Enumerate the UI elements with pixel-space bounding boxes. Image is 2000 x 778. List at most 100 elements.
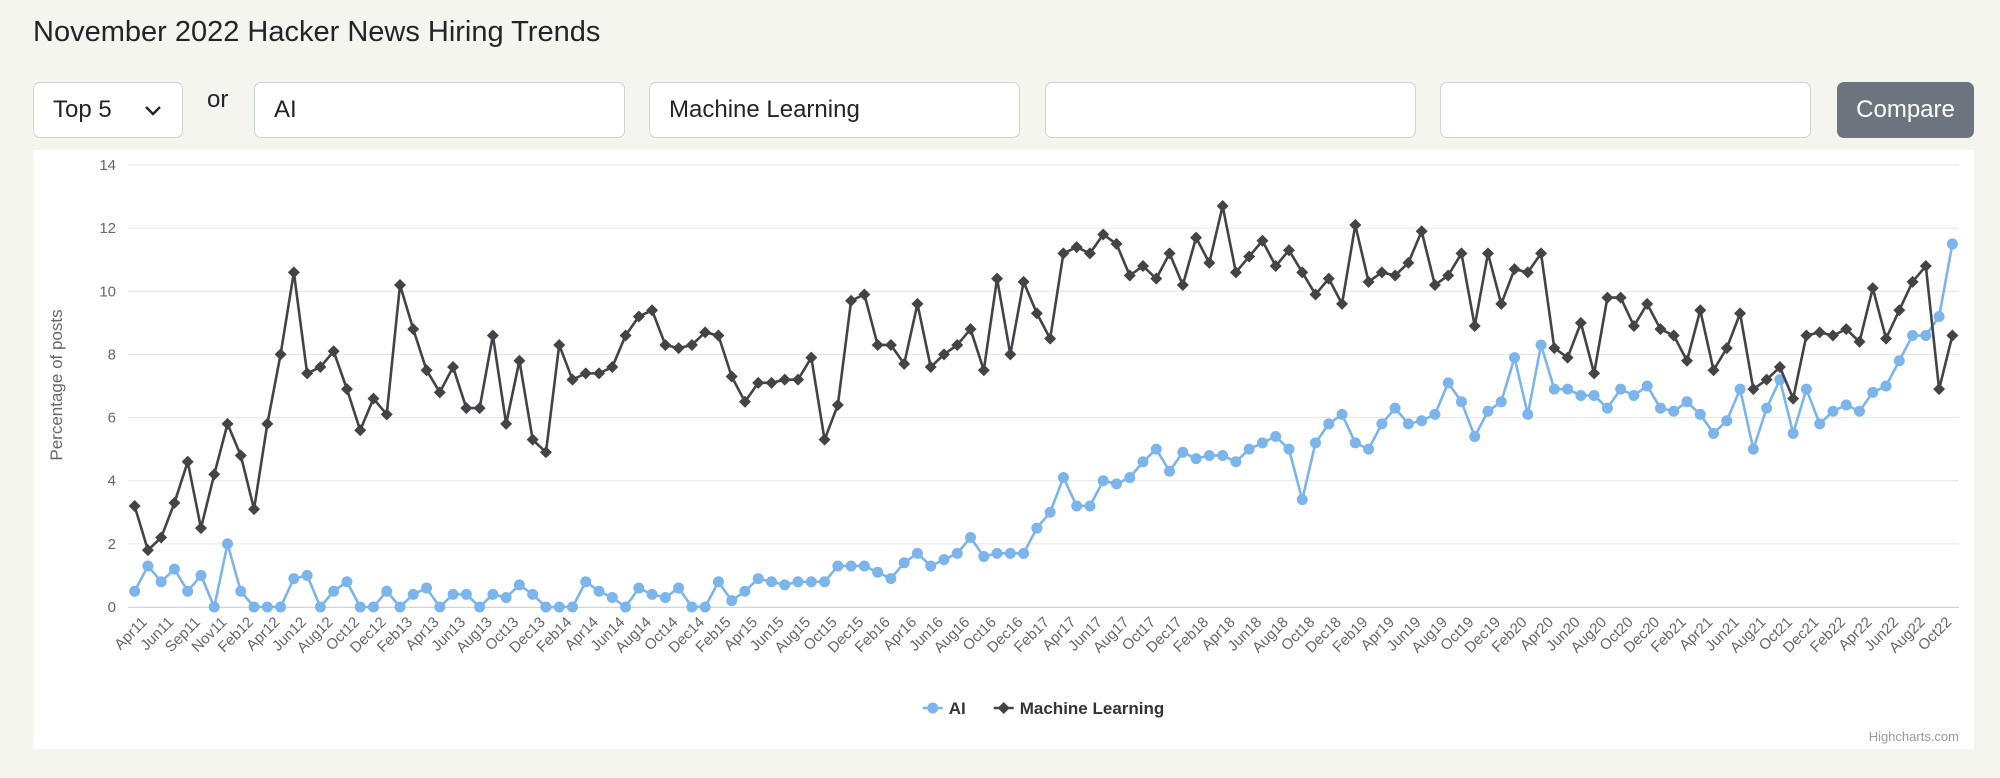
data-point: [739, 585, 751, 597]
chart-panel: Percentage of posts Highcharts.com 0 2 4 6 8…: [33, 150, 1974, 749]
data-point: [1694, 408, 1706, 420]
y-axis-title: Percentage of posts: [47, 309, 66, 460]
data-point: [832, 560, 844, 572]
data-point: [1800, 329, 1813, 342]
data-point: [752, 376, 765, 389]
data-point: [275, 601, 287, 613]
data-point: [898, 357, 911, 370]
data-point: [327, 345, 340, 358]
data-point: [142, 560, 154, 572]
data-point: [712, 576, 724, 588]
data-point: [513, 354, 526, 367]
data-point: [1906, 275, 1919, 288]
data-point: [1296, 494, 1308, 506]
data-point: [433, 386, 446, 399]
data-point: [1628, 389, 1640, 401]
data-point: [168, 496, 181, 509]
data-point: [977, 364, 990, 377]
data-point: [1097, 228, 1110, 241]
data-point: [1044, 506, 1056, 518]
data-point: [474, 601, 486, 613]
data-point: [1031, 522, 1043, 534]
data-point: [845, 560, 857, 572]
data-point: [367, 601, 379, 613]
data-point: [526, 433, 539, 446]
data-point: [964, 323, 977, 336]
data-point: [1389, 269, 1402, 282]
data-point: [155, 576, 167, 588]
data-point: [1734, 383, 1746, 395]
data-point: [699, 326, 712, 339]
data-point: [1495, 396, 1507, 408]
data-point: [566, 601, 578, 613]
data-point: [1217, 449, 1229, 461]
data-point: [1667, 329, 1680, 342]
data-point: [672, 342, 685, 355]
data-point: [1363, 443, 1375, 455]
data-point: [1375, 266, 1388, 279]
data-point: [1137, 456, 1149, 468]
y-tick-label: 2: [108, 536, 116, 553]
data-point: [686, 601, 698, 613]
data-point: [1482, 405, 1494, 417]
data-point: [965, 532, 977, 544]
data-point: [181, 455, 194, 468]
data-point: [1694, 304, 1707, 317]
data-point: [248, 503, 261, 516]
data-point: [1349, 437, 1361, 449]
data-point: [1535, 247, 1548, 260]
data-point: [1415, 225, 1428, 238]
data-point: [1708, 427, 1720, 439]
term-input[interactable]: AI: [254, 82, 625, 138]
data-point: [407, 588, 419, 600]
data-point: [924, 361, 937, 374]
term-input[interactable]: Machine Learning: [649, 82, 1020, 138]
data-point: [1110, 237, 1123, 250]
data-point: [1866, 282, 1879, 295]
data-point: [752, 573, 764, 585]
data-point: [1681, 354, 1694, 367]
data-point: [1668, 405, 1680, 417]
data-point: [393, 278, 406, 291]
compare-button[interactable]: Compare: [1837, 82, 1974, 138]
data-point: [858, 288, 871, 301]
data-point: [1083, 247, 1096, 260]
data-point: [1747, 443, 1759, 455]
data-point: [1097, 475, 1109, 487]
data-point: [1761, 402, 1773, 414]
legend-item[interactable]: AI: [922, 699, 966, 718]
data-point: [685, 338, 698, 351]
data-point: [1574, 316, 1587, 329]
data-point: [1229, 266, 1242, 279]
data-point: [1601, 291, 1614, 304]
data-point: [805, 351, 818, 364]
data-point: [1773, 361, 1786, 374]
data-point: [951, 338, 964, 351]
y-tick-label: 6: [108, 410, 116, 427]
data-point: [1429, 408, 1441, 420]
data-point: [1920, 329, 1932, 341]
data-point: [1681, 396, 1693, 408]
data-point: [1442, 377, 1454, 389]
data-point: [274, 348, 287, 361]
data-point: [1588, 367, 1601, 380]
data-point: [633, 582, 645, 594]
term-input[interactable]: [1440, 82, 1811, 138]
data-point: [1893, 304, 1906, 317]
select-value: Top 5: [53, 96, 112, 123]
data-point: [1309, 437, 1321, 449]
data-point: [261, 417, 274, 430]
data-point: [460, 588, 472, 600]
data-point: [407, 323, 420, 336]
data-point: [1203, 256, 1216, 269]
top-select[interactable]: Top 5: [33, 82, 183, 138]
data-point: [1521, 266, 1534, 279]
term-input[interactable]: [1045, 82, 1416, 138]
legend-item[interactable]: Machine Learning: [993, 699, 1165, 718]
data-point: [367, 392, 380, 405]
data-point: [1481, 247, 1494, 260]
data-point: [1535, 339, 1547, 351]
data-point: [1880, 332, 1893, 345]
data-point: [1907, 329, 1919, 341]
data-point: [1654, 323, 1667, 336]
